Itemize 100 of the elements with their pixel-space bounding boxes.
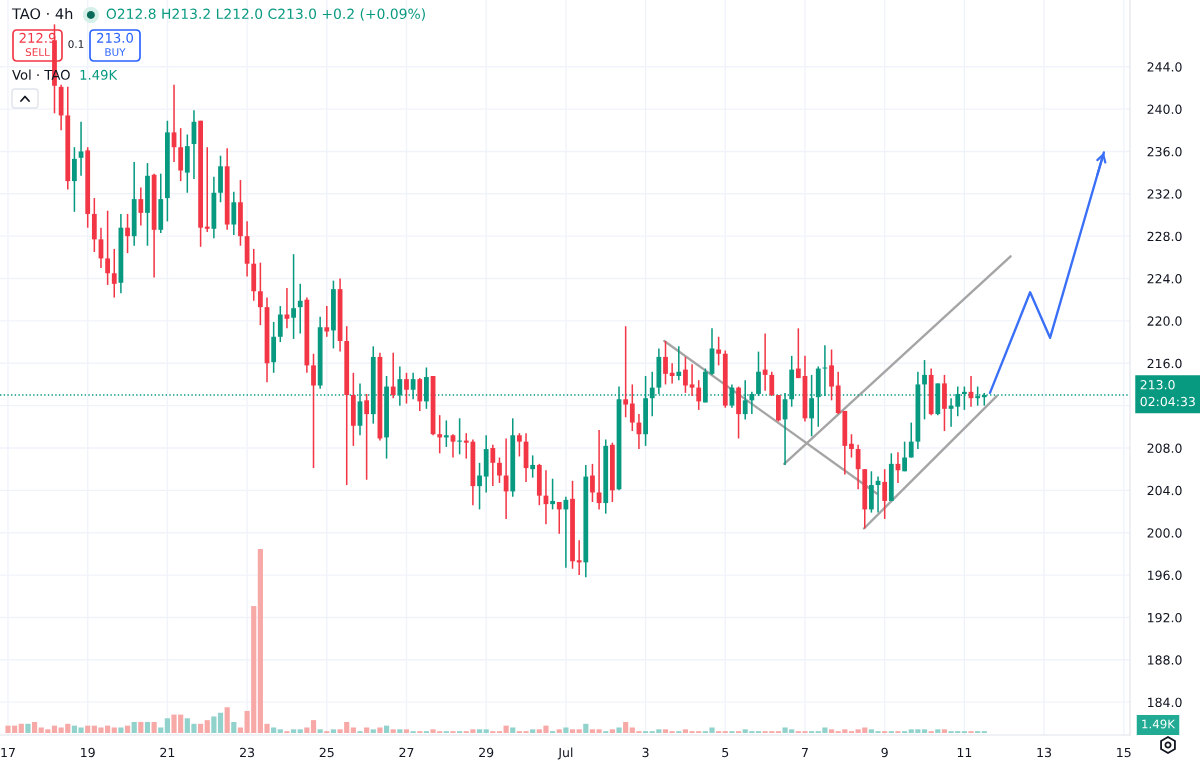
candlestick [882,468,888,520]
y-tick-label: 244.0 [1147,62,1182,72]
candlestick [437,414,443,455]
candlestick [78,121,84,177]
x-tick-label: 9 [881,747,888,758]
annotation: 0.1 [68,40,84,49]
x-tick-label: 7 [802,747,808,757]
y-tick-label: 208.0 [1147,443,1182,453]
candlestick [105,209,111,286]
bar [403,729,410,733]
x-tick-label: 3 [642,747,649,758]
bar [662,729,669,733]
bar [556,729,562,733]
candlestick [663,340,668,386]
bar [151,721,157,733]
candlestick [257,261,263,326]
annotation: 213.0 [97,32,134,43]
candlestick [629,383,635,432]
x-tick-label: 17 [1,747,15,757]
bar [623,721,629,733]
candlestick [311,352,316,469]
y-tick-label: 220.0 [1147,316,1182,326]
x-tick-label: 13 [1037,747,1052,758]
bar [609,729,615,733]
candlestick [530,454,536,479]
bar [350,727,356,733]
y-tick-label: 200.0 [1147,528,1182,538]
candlestick [855,444,861,491]
y-tick-label: 228.0 [1147,231,1182,242]
ref-line-label: 213.0 02:04:33 [1140,379,1195,407]
x-tick-label: 25 [319,747,334,758]
candlestick [503,437,509,520]
chart-title: TAO · 4h [11,7,73,20]
candlestick [922,359,927,421]
bar [317,729,323,733]
candlestick [417,377,423,412]
candlestick [669,362,675,385]
y-tick-label: 204.0 [1147,485,1182,496]
annotation: SELL [25,48,50,57]
bar [941,729,948,733]
candlestick [324,305,330,338]
bar [164,718,170,733]
candlestick [404,372,409,405]
candlestick [623,325,629,419]
bar [85,725,91,733]
text: O212.8 H213.2 L212.0 C213.0 +0.2 (+0.09%) [106,8,425,21]
bar [231,721,237,733]
bar [144,721,151,733]
bar [583,723,589,733]
candlestick [231,190,237,236]
candlestick [849,433,854,459]
candlestick [908,421,914,459]
bar [271,727,277,733]
bar [828,729,835,733]
candlestick [443,419,449,448]
y-tick-label: 192.0 [1148,612,1182,623]
bar [18,723,24,733]
bar [304,727,310,733]
bar [377,727,383,733]
candlestick [297,283,303,335]
candlestick [457,417,463,456]
candlestick [590,463,595,503]
bar [569,729,576,733]
candlestick [477,462,482,511]
bar [158,727,164,733]
bar [390,729,396,733]
candlestick [902,440,907,473]
bar [111,727,117,733]
candlestick [576,539,582,576]
x-tick-label: Jul [557,747,573,760]
bar [616,727,622,733]
candlestick [676,345,682,381]
candlestick [762,332,768,392]
y-tick-label: 240.0 [1147,104,1182,115]
bar [51,725,58,733]
annotation: 1.49K [80,69,118,80]
bar [237,727,244,733]
candlestick [410,372,416,401]
y-tick-label: 236.0 [1147,146,1182,157]
y-tick-label: 216.0 [1147,358,1182,369]
bar [131,721,137,733]
y-tick-label: 232.0 [1147,189,1182,199]
text: 1.49K [1142,719,1176,729]
bar [124,725,131,733]
candlestick [450,433,456,459]
bar [921,729,928,733]
bar [118,727,124,733]
y-tick-label: 196.0 [1148,570,1182,581]
y-tick-label: 184.0 [1148,697,1182,708]
candlestick [829,348,834,402]
candlestick [490,444,496,487]
candlestick [563,495,569,569]
annotation: BUY [105,48,126,57]
bar [25,723,31,733]
y-tick-label: 224.0 [1147,274,1182,284]
bar [217,712,224,733]
x-tick-label: 27 [399,747,414,757]
candlestick [72,146,77,213]
candlestick [550,477,555,511]
x-tick-label: 21 [160,747,175,757]
